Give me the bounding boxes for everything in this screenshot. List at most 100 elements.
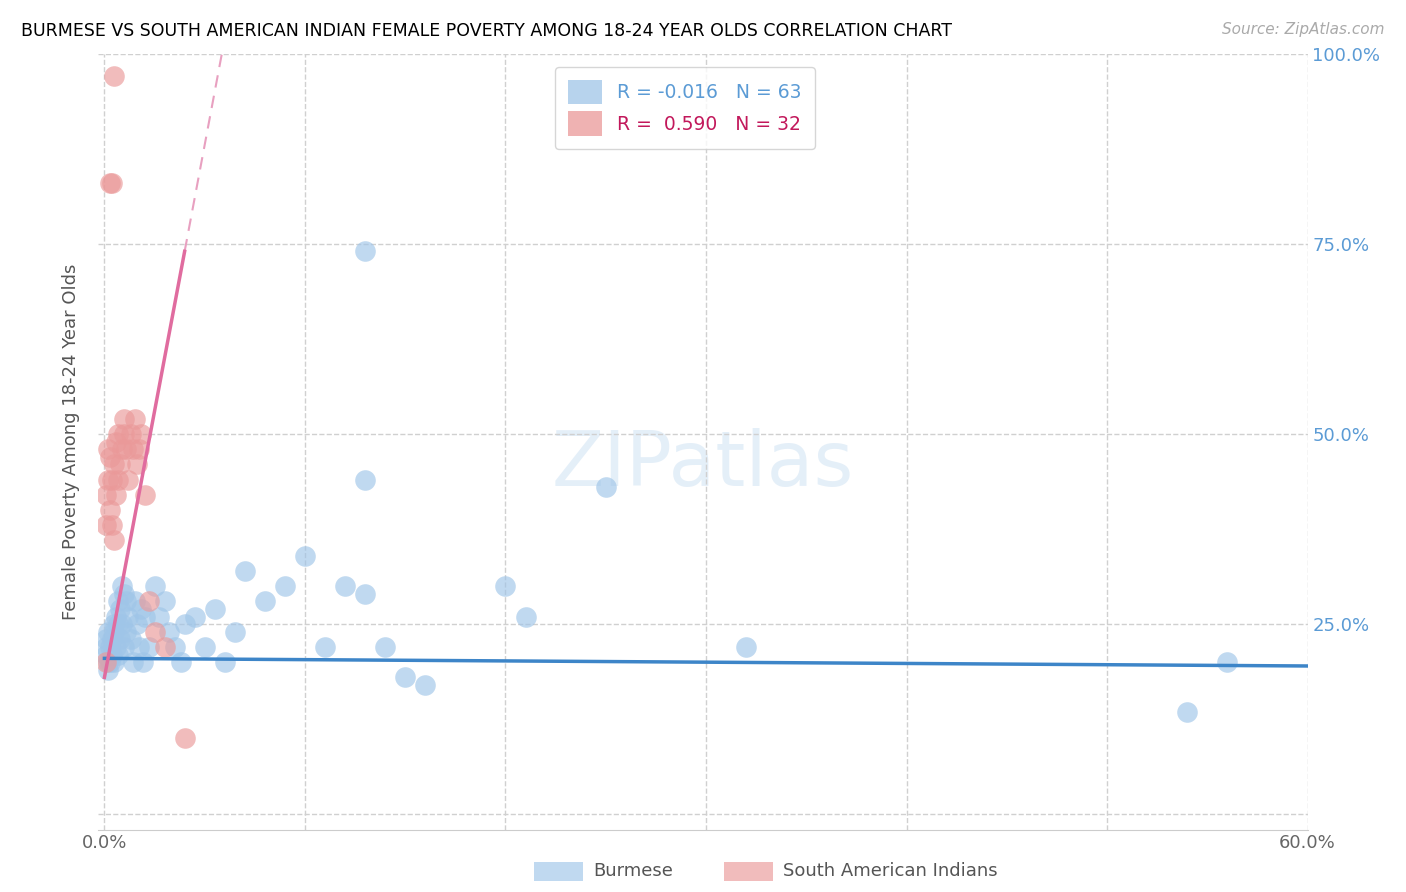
Point <box>96 648 118 662</box>
Point <box>97 473 120 487</box>
Point <box>97 624 120 639</box>
Point <box>128 640 150 654</box>
Point <box>110 632 132 647</box>
Point <box>183 609 205 624</box>
Point <box>515 609 537 624</box>
Point <box>117 473 139 487</box>
Point <box>131 655 153 669</box>
Text: Burmese: Burmese <box>593 863 673 880</box>
Point <box>354 587 377 601</box>
Point <box>97 663 120 677</box>
Point <box>121 655 143 669</box>
Point <box>115 442 138 457</box>
Point <box>1216 655 1239 669</box>
Point <box>111 617 134 632</box>
Point <box>105 609 128 624</box>
Point <box>224 624 246 639</box>
Point <box>96 655 118 669</box>
Point <box>117 609 139 624</box>
Point <box>96 488 118 502</box>
Text: BURMESE VS SOUTH AMERICAN INDIAN FEMALE POVERTY AMONG 18-24 YEAR OLDS CORRELATIO: BURMESE VS SOUTH AMERICAN INDIAN FEMALE … <box>21 22 952 40</box>
Point <box>103 624 125 639</box>
Point <box>153 640 176 654</box>
Point <box>495 579 517 593</box>
Point <box>214 655 236 669</box>
Point <box>124 411 146 425</box>
Point <box>138 640 160 654</box>
Point <box>100 655 122 669</box>
Point <box>314 640 336 654</box>
Point <box>129 426 152 441</box>
Point <box>111 442 134 457</box>
Point <box>148 609 170 624</box>
Point <box>354 244 377 259</box>
Point <box>125 458 148 472</box>
Point <box>143 579 166 593</box>
Point <box>107 473 129 487</box>
Text: ZIPatlas: ZIPatlas <box>551 428 855 502</box>
Point <box>101 632 124 647</box>
Point <box>101 648 124 662</box>
Point <box>103 70 125 84</box>
Point <box>169 655 191 669</box>
Point <box>107 594 129 608</box>
Point <box>103 533 125 548</box>
Point <box>96 632 118 647</box>
Point <box>194 640 217 654</box>
Y-axis label: Female Poverty Among 18-24 Year Olds: Female Poverty Among 18-24 Year Olds <box>62 263 80 620</box>
Legend: R = -0.016   N = 63, R =  0.590   N = 32: R = -0.016 N = 63, R = 0.590 N = 32 <box>555 67 814 149</box>
Point <box>97 655 120 669</box>
Point <box>105 434 128 449</box>
Point <box>143 624 166 639</box>
Point <box>115 594 138 608</box>
Point <box>1175 705 1198 719</box>
Point <box>96 518 118 533</box>
Point <box>163 640 186 654</box>
Point <box>173 617 195 632</box>
Point <box>100 503 122 517</box>
Text: South American Indians: South American Indians <box>783 863 998 880</box>
Point <box>115 624 138 639</box>
Point <box>101 176 124 190</box>
Point <box>124 594 146 608</box>
Point <box>105 488 128 502</box>
Point <box>394 670 416 684</box>
Point <box>233 564 256 578</box>
Point <box>103 458 125 472</box>
Point <box>120 632 142 647</box>
Point <box>107 648 129 662</box>
Point <box>103 655 125 669</box>
Point <box>111 579 134 593</box>
Point <box>274 579 297 593</box>
Point <box>253 594 276 608</box>
Point <box>100 640 122 654</box>
Point <box>114 587 136 601</box>
Point <box>100 450 122 464</box>
Point <box>97 442 120 457</box>
Point <box>114 411 136 425</box>
Point <box>374 640 396 654</box>
Point <box>101 473 124 487</box>
Point <box>96 640 118 654</box>
Point <box>333 579 356 593</box>
Point <box>120 426 142 441</box>
Point <box>595 480 617 494</box>
Point <box>134 488 156 502</box>
Point <box>110 602 132 616</box>
Point <box>153 594 176 608</box>
Point <box>110 458 132 472</box>
Point <box>134 609 156 624</box>
Point <box>138 594 160 608</box>
Point <box>294 549 316 563</box>
Point <box>173 731 195 746</box>
Point <box>103 617 125 632</box>
Point <box>100 176 122 190</box>
Point <box>128 442 150 457</box>
Point <box>735 640 758 654</box>
Point <box>105 640 128 654</box>
Point <box>107 426 129 441</box>
Point <box>354 473 377 487</box>
Point <box>204 602 226 616</box>
Point <box>114 640 136 654</box>
Point <box>129 602 152 616</box>
